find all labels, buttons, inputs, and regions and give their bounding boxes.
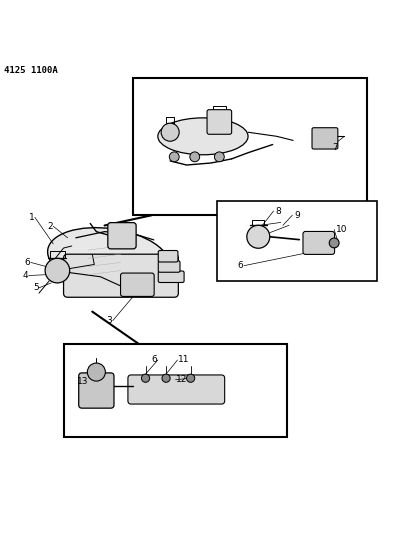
FancyBboxPatch shape: [302, 231, 334, 254]
FancyBboxPatch shape: [120, 273, 154, 296]
FancyBboxPatch shape: [158, 271, 184, 282]
Text: 3: 3: [106, 316, 112, 325]
Bar: [133, 78, 366, 215]
Circle shape: [328, 238, 338, 248]
Circle shape: [141, 374, 149, 382]
Bar: [63, 344, 286, 437]
Text: 8: 8: [275, 207, 281, 216]
FancyBboxPatch shape: [79, 373, 114, 408]
Text: 7: 7: [331, 143, 337, 152]
Circle shape: [87, 363, 105, 381]
Circle shape: [162, 374, 170, 382]
Text: 6: 6: [25, 258, 30, 267]
FancyBboxPatch shape: [128, 375, 224, 404]
Circle shape: [161, 123, 179, 141]
Bar: [217, 201, 376, 281]
Text: 13: 13: [77, 377, 88, 386]
Circle shape: [246, 225, 269, 248]
Text: 2: 2: [47, 222, 53, 231]
Text: 5: 5: [33, 284, 38, 292]
Circle shape: [186, 374, 194, 382]
Text: 6: 6: [237, 261, 243, 270]
Circle shape: [189, 152, 199, 161]
Text: 10: 10: [335, 225, 347, 234]
FancyBboxPatch shape: [63, 254, 178, 297]
Ellipse shape: [157, 118, 247, 155]
Circle shape: [214, 152, 224, 161]
Text: 4125 1100A: 4125 1100A: [4, 67, 58, 76]
FancyBboxPatch shape: [311, 128, 337, 149]
Circle shape: [45, 259, 70, 283]
Text: 11: 11: [178, 356, 189, 365]
FancyBboxPatch shape: [108, 223, 136, 249]
FancyBboxPatch shape: [158, 261, 180, 272]
Text: 1: 1: [29, 213, 34, 222]
Text: 4: 4: [22, 271, 28, 280]
FancyBboxPatch shape: [158, 251, 178, 262]
Text: 12: 12: [176, 375, 187, 384]
Circle shape: [169, 152, 179, 161]
Ellipse shape: [47, 228, 169, 289]
FancyBboxPatch shape: [207, 110, 231, 134]
Text: 9: 9: [294, 211, 299, 220]
Text: 6: 6: [151, 356, 157, 365]
